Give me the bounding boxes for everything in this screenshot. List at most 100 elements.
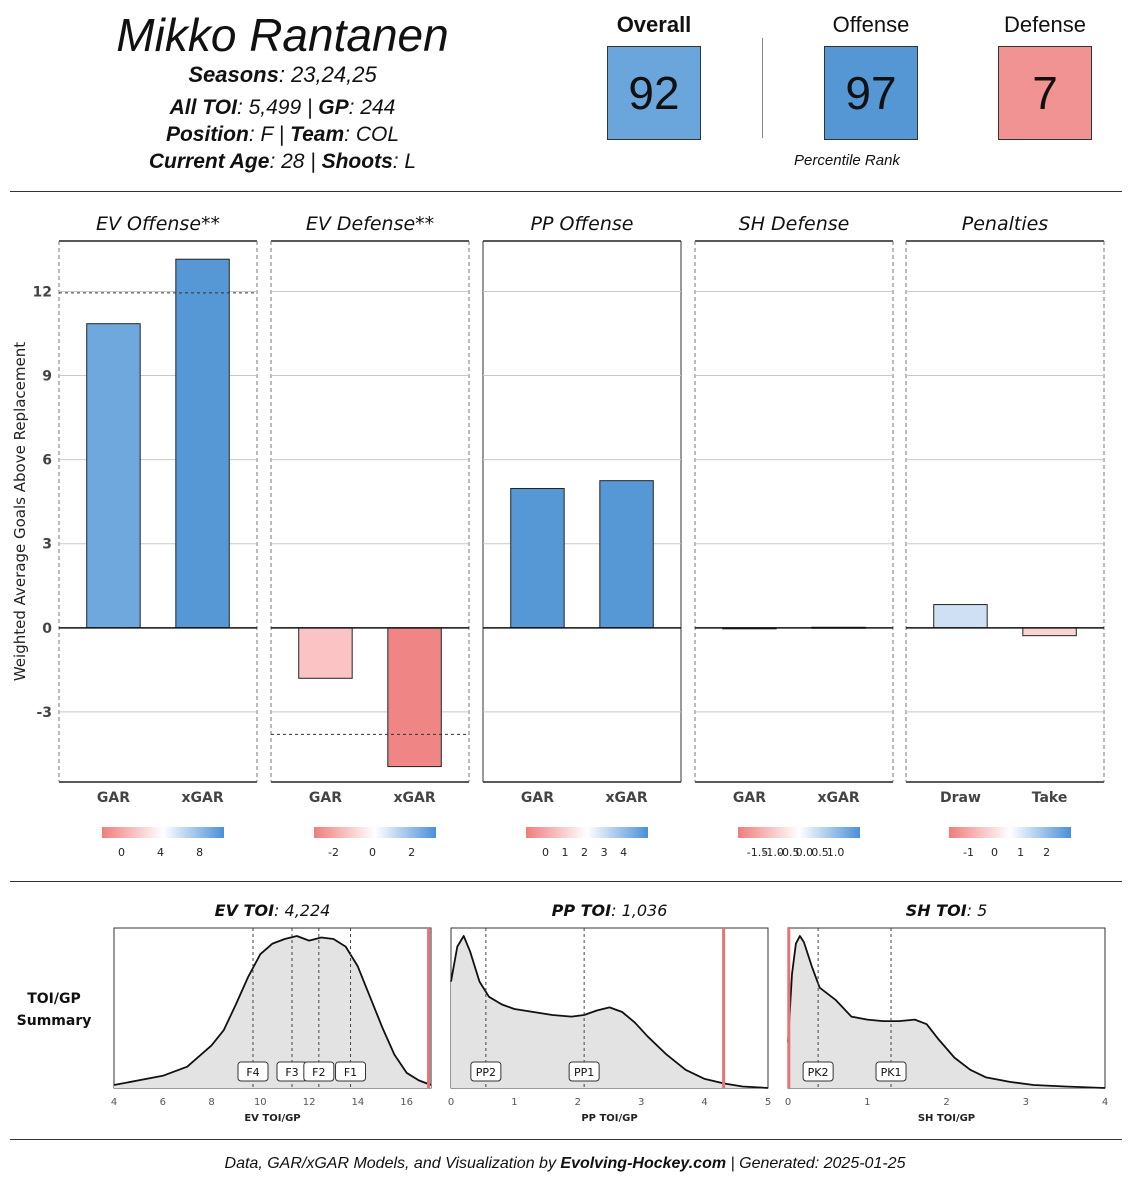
x-tick-label: 16 <box>400 1097 413 1108</box>
row-label-1: TOI/GP <box>27 991 81 1007</box>
overall-label: Overall <box>616 12 692 37</box>
bar-take <box>1022 627 1077 637</box>
y-axis-label: Weighted Average Goals Above Replacement <box>11 342 29 681</box>
age-line: Current Age: 28 | Shoots: L <box>80 150 485 174</box>
legend-tick-label: 4 <box>620 846 627 859</box>
x-tick-label: 3 <box>638 1097 644 1108</box>
density-title: PP TOI: 1,036 <box>552 901 668 920</box>
shoots-value: : L <box>392 150 417 173</box>
toi-label: All TOI <box>169 96 237 119</box>
defense-label: Defense <box>1004 12 1086 37</box>
gar-bar-chart: Weighted Average Goals Above Replacement… <box>11 213 1105 859</box>
mid-rule <box>10 881 1122 882</box>
x-tick-label: GAR <box>521 790 554 806</box>
line-marker-box <box>303 1061 335 1082</box>
y-tick-label: 0 <box>42 621 52 637</box>
footer-credit: Data, GAR/xGAR Models, and Visualization… <box>0 1155 1130 1173</box>
percentile-caption: Percentile Rank <box>794 152 900 169</box>
x-tick-label: 2 <box>943 1097 949 1108</box>
position-line: Position: F | Team: COL <box>80 123 485 147</box>
x-tick-label: 4 <box>111 1097 117 1108</box>
age-label: Current Age <box>148 150 270 173</box>
line-marker-label: PK1 <box>881 1066 902 1079</box>
x-tick-label: 14 <box>351 1097 364 1108</box>
density-title: SH TOI: 5 <box>906 901 988 920</box>
gp-label: GP <box>318 96 349 119</box>
footer-suffix: | Generated: 2025-01-25 <box>726 1155 906 1172</box>
legend-tick-label: 1 <box>1017 846 1024 859</box>
line-marker-box <box>470 1061 502 1082</box>
density-title-value: : 4,224 <box>274 901 330 920</box>
legend-bar <box>526 827 648 838</box>
bar-xgar <box>599 480 654 629</box>
legend-tick-label: 0.0 <box>796 846 814 859</box>
x-tick-label: 0 <box>448 1097 454 1108</box>
legend-tick-label: 4 <box>157 846 164 859</box>
overall-score-box: 92 <box>607 46 701 140</box>
line-marker-label: F1 <box>344 1066 357 1079</box>
offense-label: Offense <box>832 12 910 37</box>
line-marker-box <box>568 1061 600 1082</box>
density-area <box>451 936 768 1088</box>
y-tick-label: 6 <box>42 453 52 469</box>
x-tick-label: 4 <box>701 1097 707 1108</box>
legend-tick-label: 0 <box>369 846 376 859</box>
shoots-label: Shoots <box>321 150 393 173</box>
legend-tick-label: -1.5 <box>747 846 768 859</box>
x-tick-label: 0 <box>785 1097 791 1108</box>
x-tick-label: xGAR <box>605 790 647 806</box>
score-divider <box>762 38 763 138</box>
x-tick-label: 10 <box>254 1097 267 1108</box>
legend-bar <box>949 827 1071 838</box>
row-label-2: Summary <box>17 1013 92 1029</box>
legend-tick-label: -1 <box>963 846 974 859</box>
x-tick-label: 12 <box>303 1097 316 1108</box>
team-label: Team <box>290 123 345 146</box>
team-value: : COL <box>344 123 400 146</box>
x-tick-label: 8 <box>208 1097 214 1108</box>
legend-tick-label: 0.5 <box>811 846 829 859</box>
gp-value: : 244 <box>348 96 396 119</box>
x-tick-label: 2 <box>575 1097 581 1108</box>
panel-title: EV Offense** <box>96 213 220 235</box>
position-label: Position <box>165 123 249 146</box>
density-title-label: PP TOI <box>552 901 612 920</box>
bar-draw <box>933 604 988 629</box>
player-name: Mikko Rantanen <box>116 9 449 61</box>
position-value: : F | <box>248 123 291 146</box>
x-tick-label: 1 <box>864 1097 870 1108</box>
x-tick-label: GAR <box>309 790 342 806</box>
density-line <box>787 935 1106 1089</box>
footer-rule <box>10 1139 1122 1140</box>
toi-line: All TOI: 5,499 | GP: 244 <box>80 96 485 120</box>
density-title-value: : 1,036 <box>611 901 667 920</box>
line-marker-label: PP1 <box>574 1066 594 1079</box>
x-tick-label: 6 <box>160 1097 166 1108</box>
legend-tick-label: 8 <box>196 846 203 859</box>
x-tick-label: 1 <box>511 1097 517 1108</box>
x-tick-label: Draw <box>940 790 981 806</box>
legend-bar <box>102 827 224 838</box>
line-marker-label: PP2 <box>476 1066 496 1079</box>
x-tick-label: xGAR <box>181 790 223 806</box>
line-marker-box <box>802 1061 834 1082</box>
bar-gar <box>510 488 565 629</box>
line-marker-box <box>237 1061 269 1082</box>
legend-tick-label: 0 <box>118 846 125 859</box>
panel-title: EV Defense** <box>306 213 434 235</box>
bar-gar <box>298 627 353 679</box>
bar-gar <box>86 323 141 629</box>
density-line <box>113 935 432 1086</box>
density-title-label: SH TOI <box>906 901 967 920</box>
legend-tick-label: -0.5 <box>778 846 799 859</box>
y-tick-label: -3 <box>36 705 52 721</box>
line-marker-label: F4 <box>246 1066 259 1079</box>
density-title-label: EV TOI <box>215 901 274 920</box>
y-tick-label: 3 <box>42 537 52 553</box>
x-tick-label: 4 <box>1102 1097 1108 1108</box>
legend-tick-label: 2 <box>1043 846 1050 859</box>
legend-bar <box>738 827 860 838</box>
seasons-line: Seasons: 23,24,25 <box>80 62 485 88</box>
density-area <box>114 936 431 1088</box>
legend-tick-label: 0 <box>991 846 998 859</box>
